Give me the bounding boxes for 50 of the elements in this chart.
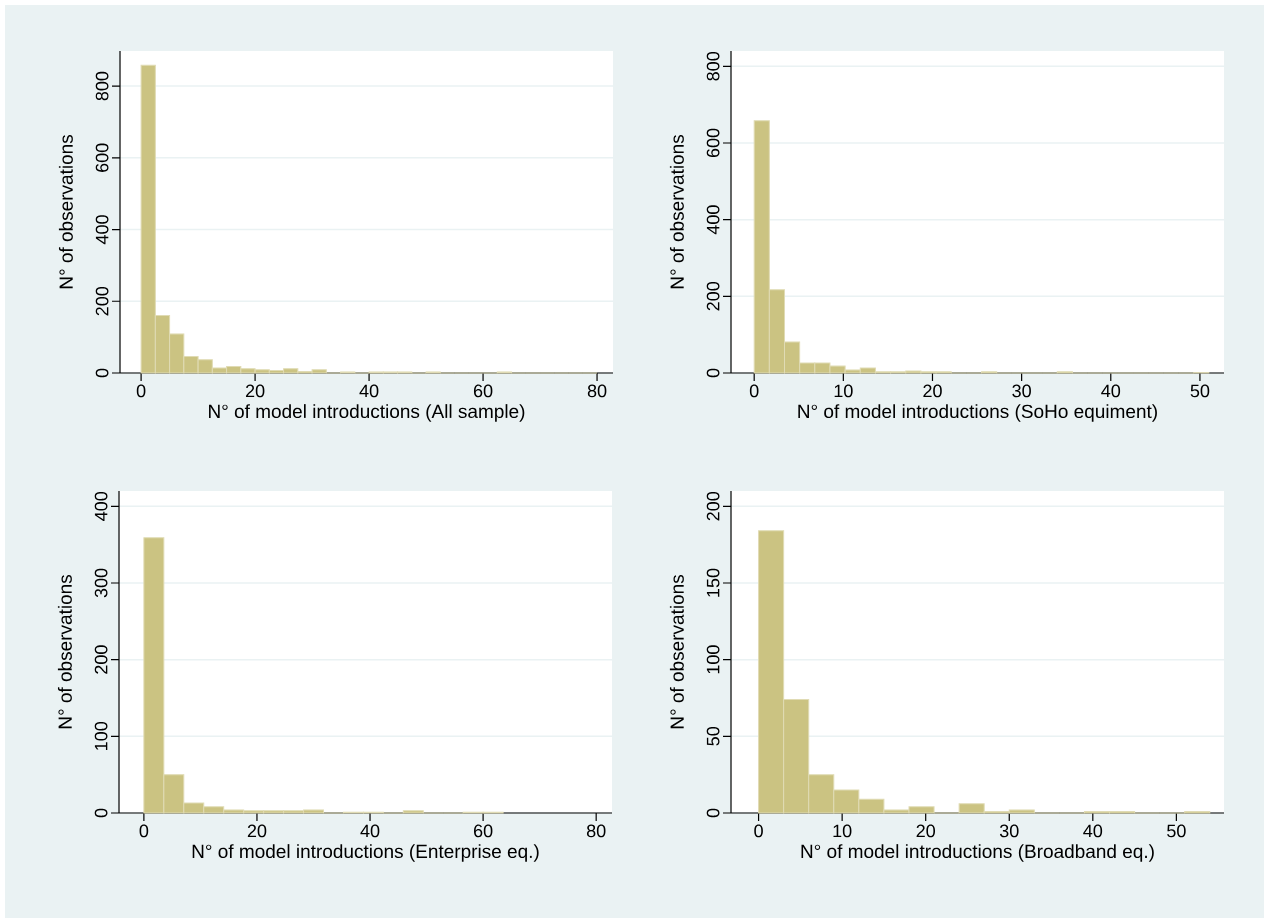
x-tick-label: 40 [1101,384,1121,398]
x-tick-label: 30 [1012,384,1031,398]
y-tick-label: 600 [95,143,109,172]
x-tick-label: 0 [754,824,763,838]
y-axis-title: N° of observations [58,134,73,289]
y-tick-label: 400 [706,205,720,235]
y-tick-label: 800 [706,52,720,81]
y-tick-label: 600 [706,128,720,158]
y-tick-label: 200 [706,492,720,521]
x-tick-label: 60 [473,384,493,398]
x-tick-label: 50 [1190,384,1210,398]
y-tick-label: 300 [94,568,108,598]
x-tick-label: 40 [1083,824,1103,838]
x-tick-label: 0 [139,824,149,838]
x-tick-label: 40 [359,384,379,398]
y-axis-title: N° of observations [669,134,684,289]
y-tick-label: 100 [94,722,108,750]
y-tick-label: 400 [94,492,108,521]
x-tick-label: 40 [360,824,380,838]
x-tick-label: 20 [923,384,942,398]
y-tick-label: 800 [95,71,109,101]
x-tick-label: 80 [587,384,607,398]
x-axis-title: N° of model introductions (Broadband eq.) [801,844,1154,862]
x-tick-label: 60 [474,824,493,838]
x-tick-label: 10 [834,384,853,398]
x-axis-title: N° of model introductions (All sample) [209,404,525,422]
x-tick-label: 20 [247,824,267,838]
y-tick-label: 0 [706,808,720,818]
y-tick-label: 100 [706,645,720,674]
x-tick-label: 30 [999,824,1019,838]
x-tick-label: 10 [833,824,852,838]
y-tick-label: 0 [706,368,720,378]
x-tick-label: 20 [916,824,936,838]
x-tick-label: 50 [1167,824,1186,838]
y-axis-title: N° of observations [57,574,72,729]
y-tick-label: 0 [95,368,109,378]
x-tick-label: 20 [245,384,265,398]
x-axis-title: N° of model introductions (SoHo equiment) [798,404,1157,422]
x-axis-title: N° of model introductions (Enterprise eq.) [192,844,539,862]
y-tick-label: 0 [94,808,108,818]
y-tick-label: 50 [706,727,720,746]
y-tick-label: 200 [95,286,109,316]
y-tick-label: 400 [95,215,109,245]
y-tick-label: 200 [706,282,720,311]
y-tick-label: 200 [94,645,108,674]
x-tick-label: 80 [586,824,606,838]
y-tick-label: 150 [706,568,720,597]
y-axis-title: N° of observations [669,574,684,729]
x-tick-label: 0 [749,384,759,398]
x-tick-label: 0 [136,384,146,398]
